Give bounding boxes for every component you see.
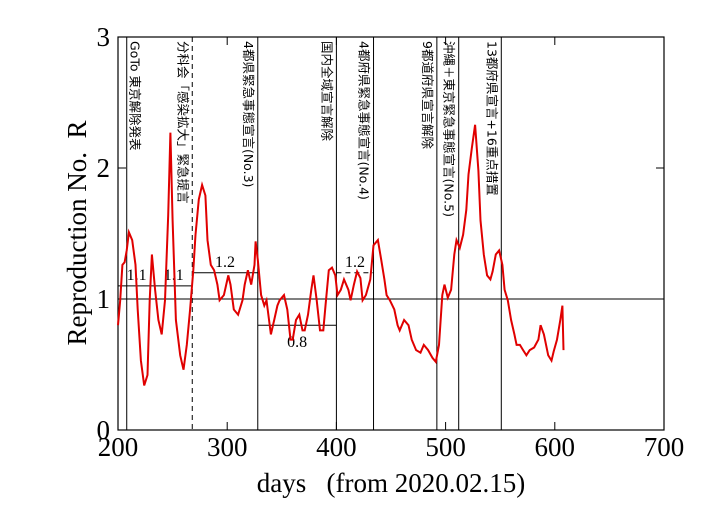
- event-label: 13都府県宣言+16重点措置: [484, 41, 499, 196]
- level-label: 1.2: [345, 254, 365, 271]
- event-label: 分科会「感染拡大」緊急提言: [175, 41, 190, 204]
- level-label: 1.2: [215, 254, 235, 271]
- plot-frame: [117, 36, 665, 431]
- x-tick-label: 500: [425, 432, 466, 462]
- x-tick-label: 600: [535, 432, 576, 462]
- x-tick-label: 200: [98, 432, 139, 462]
- event-label: 沖縄＋東京緊急事態宣言(No.5): [442, 41, 457, 217]
- y-tick-label: 0: [97, 415, 111, 445]
- y-tick-label: 2: [97, 153, 111, 183]
- event-label: 国内全域宣言解除: [319, 41, 334, 142]
- x-tick-label: 300: [207, 432, 248, 462]
- event-label: 4都府県緊急事態宣言(No.4): [357, 41, 372, 200]
- x-tick-label: 400: [316, 432, 357, 462]
- event-label: GoTo 東京解除発表: [128, 41, 143, 151]
- x-axis-label: days (from 2020.02.15): [257, 468, 525, 498]
- data-line: [117, 124, 565, 386]
- x-tick-label: 700: [644, 432, 685, 462]
- y-tick-label: 3: [97, 22, 111, 52]
- event-label: 9都道府県宣言解除: [420, 41, 435, 149]
- y-axis-label: Reproduction No. R: [62, 121, 92, 346]
- y-tick-label: 1: [97, 284, 111, 314]
- event-label: 4都県緊急事態宣言(No.3): [241, 41, 256, 187]
